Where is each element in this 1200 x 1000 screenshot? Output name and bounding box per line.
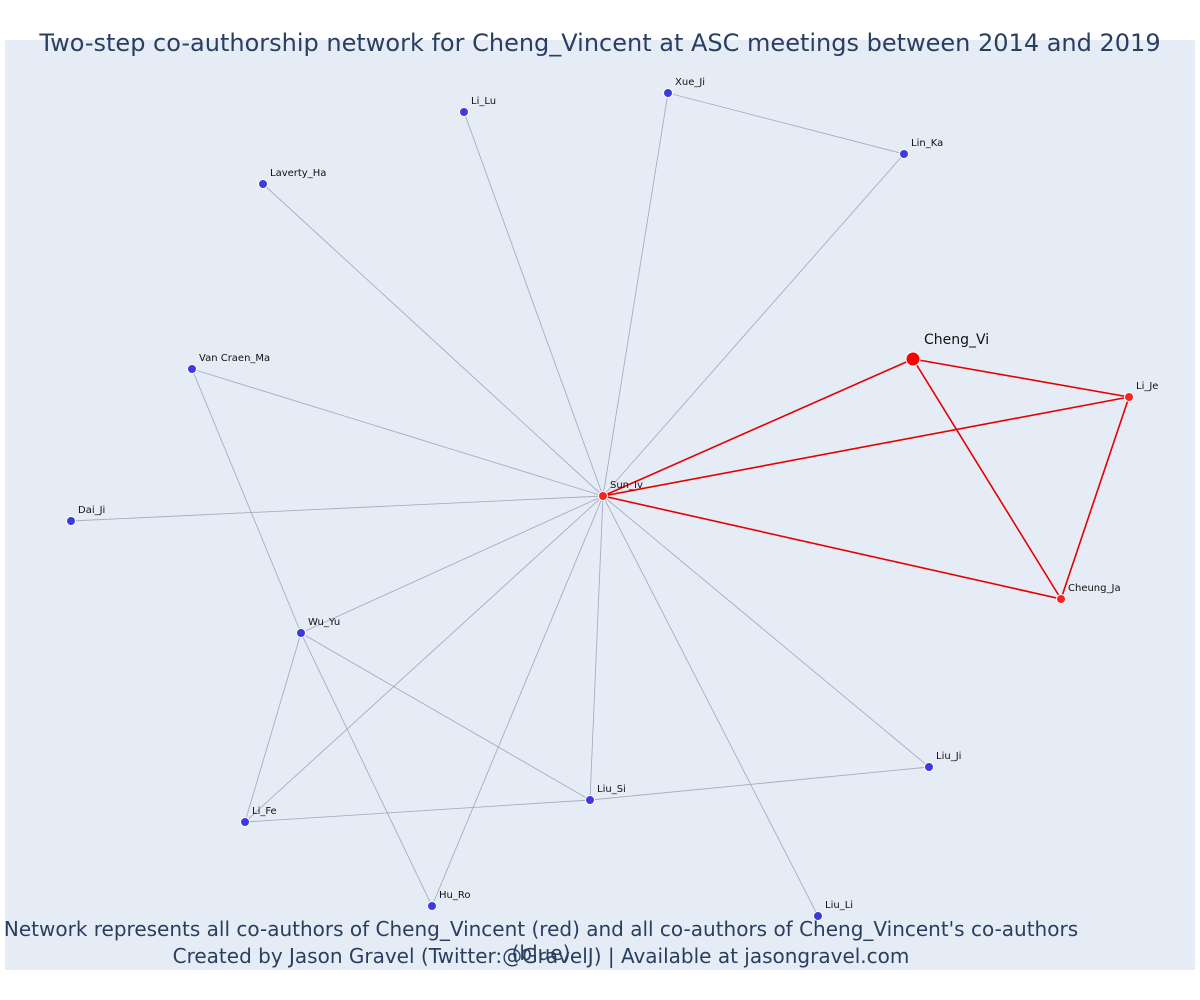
node-li_lu[interactable] bbox=[459, 107, 469, 117]
node-label-dai_ji: Dai_Ji bbox=[78, 505, 105, 516]
edge-sun_iv-hu_ro bbox=[431, 495, 604, 907]
node-sun_iv[interactable] bbox=[598, 491, 608, 501]
node-wu_yu[interactable] bbox=[296, 628, 306, 638]
edge-sun_iv-cheung_ja bbox=[602, 495, 1062, 600]
node-xue_ji[interactable] bbox=[663, 88, 673, 98]
node-label-wu_yu: Wu_Yu bbox=[308, 617, 340, 628]
edge-li_je-cheung_ja bbox=[1060, 396, 1130, 600]
edge-li_fe-liu_si bbox=[244, 799, 591, 823]
edge-wu_yu-hu_ro bbox=[300, 632, 433, 907]
node-cheung_ja[interactable] bbox=[1056, 594, 1066, 604]
node-dai_ji[interactable] bbox=[66, 516, 76, 526]
edge-sun_iv-li_lu bbox=[463, 111, 604, 497]
edge-sun_iv-van-craen_ma bbox=[191, 368, 604, 497]
footer-credit: Created by Jason Gravel (Twitter:@Gravel… bbox=[172, 944, 910, 968]
edge-cheng_vi-li_je bbox=[912, 358, 1130, 398]
node-liu_ji[interactable] bbox=[924, 762, 934, 772]
node-label-cheung_ja: Cheung_Ja bbox=[1068, 583, 1121, 594]
node-label-xue_ji: Xue_Ji bbox=[675, 77, 705, 88]
edge-wu_yu-liu_si bbox=[300, 632, 591, 801]
edge-sun_iv-dai_ji bbox=[70, 495, 604, 522]
node-liu_si[interactable] bbox=[585, 795, 595, 805]
edge-sun_iv-lin_ka bbox=[602, 153, 905, 497]
node-van-craen_ma[interactable] bbox=[187, 364, 197, 374]
node-label-li_je: Li_Je bbox=[1136, 381, 1158, 392]
node-cheng_vi[interactable] bbox=[905, 351, 921, 367]
nodes-layer bbox=[66, 88, 1134, 921]
node-label-laverty_ha: Laverty_Ha bbox=[270, 168, 326, 179]
edge-sun_iv-li_je bbox=[602, 396, 1130, 497]
node-liu_li[interactable] bbox=[813, 911, 823, 921]
network-graph: Cheng_Vi Sun_Iv Li_Je Cheung_Ja Xue_Ji Li_Lu L… bbox=[66, 77, 1158, 921]
node-label-hu_ro: Hu_Ro bbox=[439, 890, 470, 901]
labels-layer: Cheng_Vi Sun_Iv Li_Je Cheung_Ja Xue_Ji Li_Lu L… bbox=[78, 77, 1158, 911]
node-li_je[interactable] bbox=[1124, 392, 1134, 402]
edge-sun_iv-wu_yu bbox=[300, 495, 604, 634]
edge-wu_yu-li_fe bbox=[244, 632, 302, 823]
node-laverty_ha[interactable] bbox=[258, 179, 268, 189]
footer-description: Network represents all co-authors of Che… bbox=[3, 917, 1079, 965]
edge-sun_iv-li_fe bbox=[244, 495, 604, 823]
node-li_fe[interactable] bbox=[240, 817, 250, 827]
edge-sun_iv-liu_ji bbox=[602, 495, 930, 768]
node-label-liu_li: Liu_Li bbox=[825, 900, 853, 911]
node-label-li_lu: Li_Lu bbox=[471, 96, 496, 107]
node-label-sun_iv: Sun_Iv bbox=[610, 480, 643, 491]
node-label-cheng_vi: Cheng_Vi bbox=[924, 332, 989, 348]
node-label-lin_ka: Lin_Ka bbox=[911, 138, 943, 149]
node-label-van-craen_ma: Van Craen_Ma bbox=[199, 353, 270, 364]
edge-cheng_vi-cheung_ja bbox=[912, 358, 1062, 600]
node-lin_ka[interactable] bbox=[899, 149, 909, 159]
edges-layer bbox=[70, 92, 1130, 917]
edge-liu_si-liu_ji bbox=[589, 766, 930, 801]
node-hu_ro[interactable] bbox=[427, 901, 437, 911]
edge-xue_ji-lin_ka bbox=[667, 92, 905, 155]
plot-area: Cheng_Vi Sun_Iv Li_Je Cheung_Ja Xue_Ji Li_Lu L… bbox=[5, 40, 1195, 970]
edge-sun_iv-xue_ji bbox=[602, 92, 669, 497]
edge-sun_iv-liu_li bbox=[602, 495, 819, 917]
edge-van-craen_ma-wu_yu bbox=[191, 368, 302, 634]
edge-sun_iv-liu_si bbox=[589, 495, 604, 801]
chart-title: Two-step co-authorship network for Cheng… bbox=[39, 29, 1161, 57]
edge-sun_iv-laverty_ha bbox=[262, 183, 604, 497]
node-label-liu_ji: Liu_Ji bbox=[936, 751, 961, 762]
node-label-liu_si: Liu_Si bbox=[597, 784, 626, 795]
node-label-li_fe: Li_Fe bbox=[252, 806, 277, 817]
edge-cheng_vi-sun_iv bbox=[602, 358, 914, 497]
